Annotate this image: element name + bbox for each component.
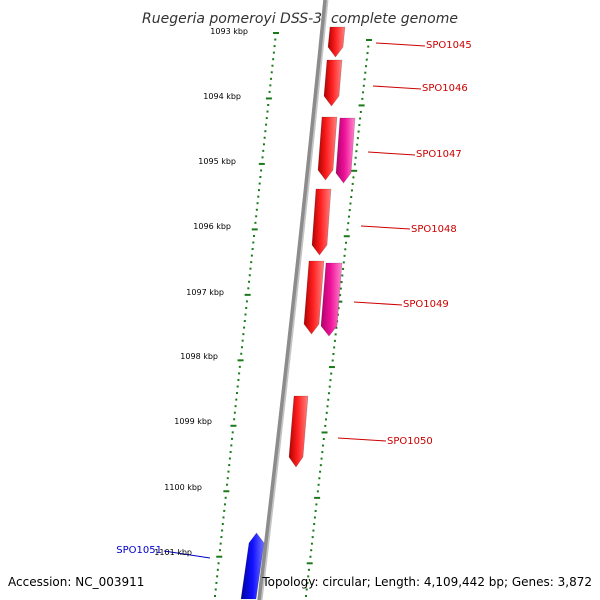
gene-label-SPO1046: SPO1046	[422, 83, 468, 94]
kbp-label: 1101 kbp	[154, 548, 192, 557]
kbp-label: 1095 kbp	[198, 157, 236, 166]
map-title: Ruegeria pomeroyi DSS-3, complete genome	[142, 11, 458, 27]
gene-leader-line	[337, 437, 387, 442]
kbp-label: 1094 kbp	[203, 92, 241, 101]
genome-backbone	[257, 0, 329, 600]
gene-leader-line	[360, 225, 411, 230]
kbp-label: 1093 kbp	[210, 27, 248, 36]
gene-arrow-SPO1046	[323, 59, 343, 107]
gene-leader-line	[353, 301, 403, 306]
gene-labels: SPO1045 SPO1046 SPO1047 SPO1048 SPO1049 SPO10…	[116, 40, 472, 559]
gene-label-SPO1045: SPO1045	[426, 40, 472, 51]
gene-features	[240, 26, 356, 600]
gene-arrow-SPO1047	[317, 116, 338, 181]
kbp-label: 1099 kbp	[174, 417, 212, 426]
gene-arrow-SPO1050	[288, 395, 309, 468]
gene-arrow-SPO1049-alt	[320, 262, 343, 337]
gene-leader-line	[372, 85, 422, 90]
gene-label-SPO1048: SPO1048	[411, 224, 457, 235]
gene-label-SPO1051: SPO1051	[116, 545, 162, 556]
kbp-label: 1097 kbp	[186, 288, 224, 297]
gene-arrow-SPO1045	[327, 26, 346, 58]
tick-marks	[214, 32, 372, 597]
genome-summary: Topology: circular; Length: 4,109,442 bp…	[261, 575, 592, 589]
accession-label: Accession: NC_003911	[8, 575, 144, 589]
kbp-label: 1100 kbp	[164, 483, 202, 492]
gene-arrow-SPO1048	[311, 188, 332, 256]
gene-arrow-SPO1049	[303, 260, 325, 335]
gene-leader-line	[367, 151, 416, 156]
kbp-scale-labels: 1093 kbp 1094 kbp 1095 kbp 1096 kbp 1097 kbp…	[154, 27, 248, 557]
gene-leader-line	[375, 42, 426, 47]
gene-arrow-SPO1051	[240, 532, 265, 600]
backbone-line	[257, 0, 327, 600]
kbp-label: 1096 kbp	[193, 222, 231, 231]
gene-label-SPO1047: SPO1047	[416, 149, 462, 160]
gene-label-SPO1050: SPO1050	[387, 436, 433, 447]
kbp-label: 1098 kbp	[180, 352, 218, 361]
gene-arrow-SPO1047-alt	[335, 117, 356, 184]
gene-leader-line	[163, 550, 211, 559]
gene-label-SPO1049: SPO1049	[403, 299, 449, 310]
